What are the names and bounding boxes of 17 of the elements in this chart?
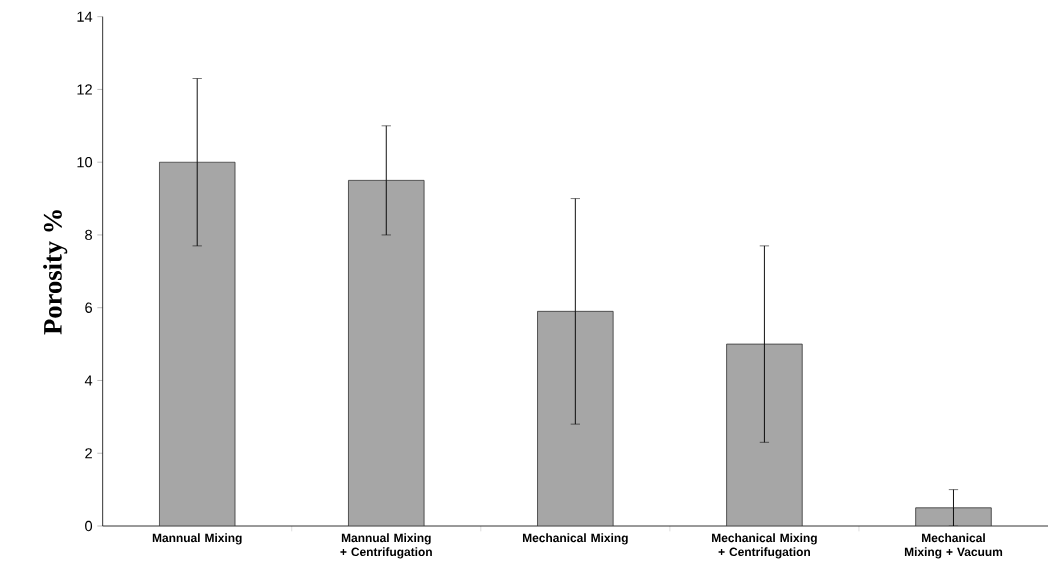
- y-axis-title: Porosity %: [43, 210, 68, 335]
- y-tick-label: 10: [77, 157, 93, 168]
- x-tick-label: Mannual Mixing: [152, 533, 242, 545]
- bar: [348, 179, 425, 526]
- y-tick-label: 2: [85, 448, 92, 459]
- bar: [158, 161, 236, 526]
- y-tick-label: 12: [77, 84, 92, 95]
- x-tick-label: Mechanical Mixing + Centrifugation: [712, 533, 817, 559]
- x-tick-label: Mannual Mixing + Centrifugation: [340, 533, 432, 559]
- x-tick-label: Mechanical Mixing + Vacuum: [904, 533, 1003, 559]
- y-tick-label: 6: [85, 302, 92, 313]
- bar: [915, 507, 992, 526]
- y-tick-label: 8: [85, 229, 92, 241]
- y-tick-label: 0: [85, 520, 93, 532]
- x-tick-label: Mechanical Mixing: [522, 533, 628, 545]
- y-tick-label: 14: [77, 11, 93, 22]
- y-tick-label: 4: [84, 375, 93, 386]
